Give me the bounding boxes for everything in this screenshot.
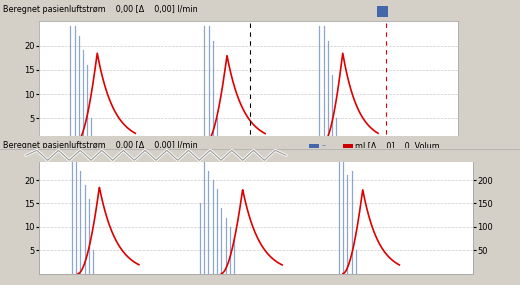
- Text: ml [Δ    0]    0  Volum: ml [Δ 0] 0 Volum: [355, 141, 439, 150]
- Text: –: –: [321, 141, 326, 150]
- Text: Beregnet pasienluftstrøm    0,00 [Δ    0,00] l/min: Beregnet pasienluftstrøm 0,00 [Δ 0,00] l…: [3, 5, 197, 15]
- Text: Beregnet pasienluftstrøm    0,00 [Δ    0,00] l/min: Beregnet pasienluftstrøm 0,00 [Δ 0,00] l…: [3, 141, 197, 150]
